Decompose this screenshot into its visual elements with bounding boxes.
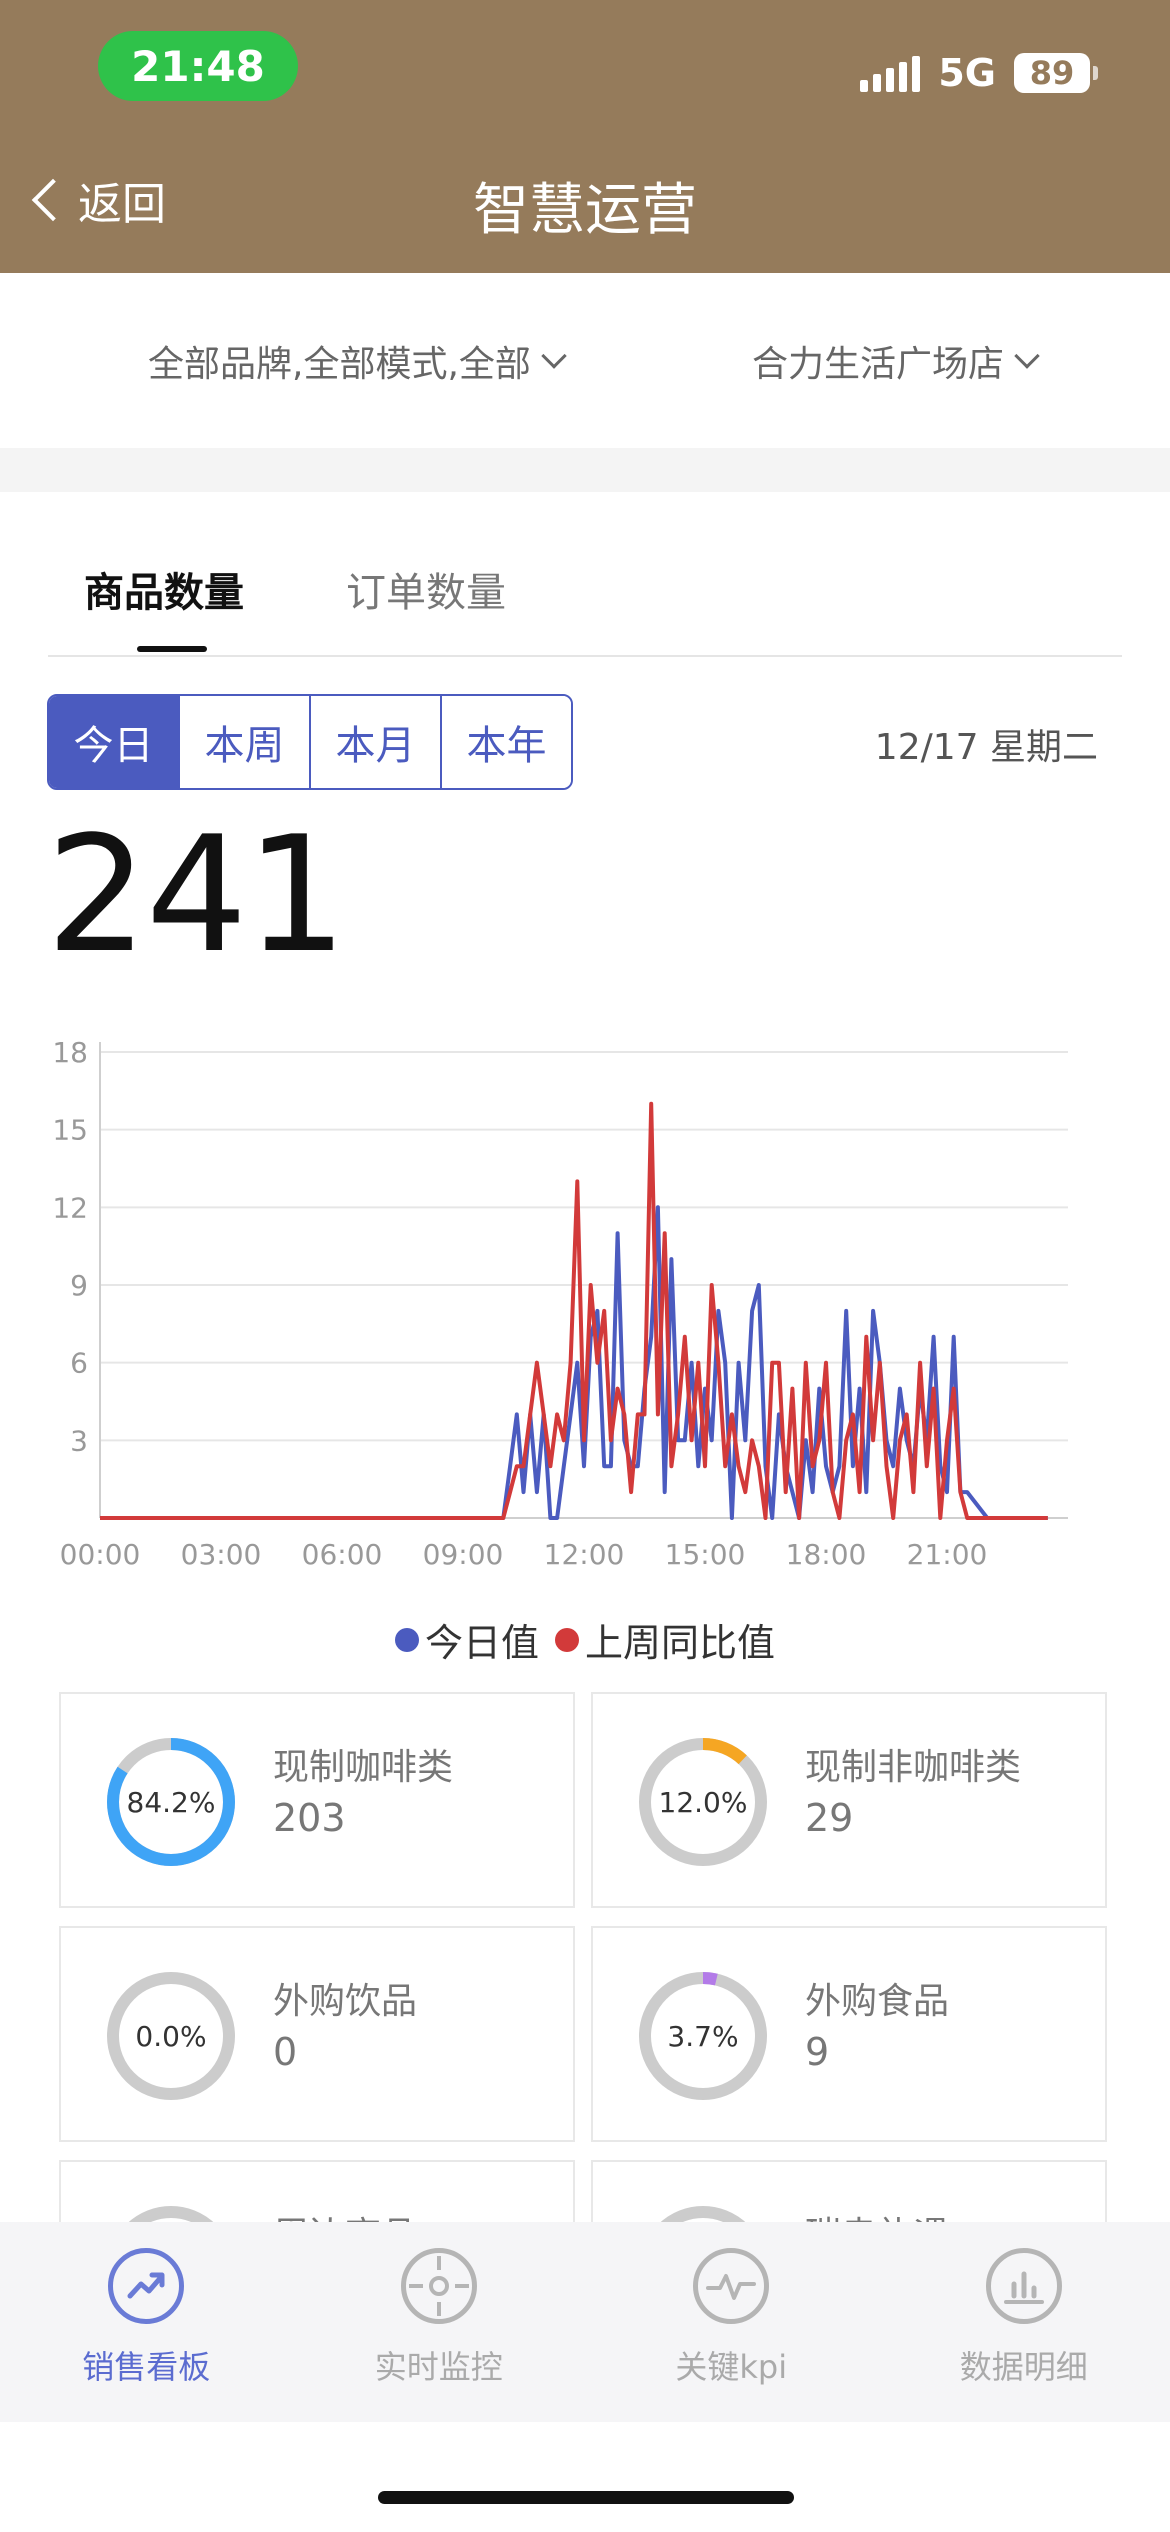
x-tick-label: 06:00 [302,1538,383,1571]
period-year[interactable]: 本年 [442,696,571,788]
trend-up-icon [108,2248,185,2324]
x-tick-label: 18:00 [786,1538,867,1571]
period-selector: 今日 本周 本月 本年 [47,694,573,790]
legend-item-last-week[interactable]: 上周同比值 [555,1612,775,1667]
nav-realtime-monitor[interactable]: 实时监控 [293,2222,586,2422]
pulse-icon [693,2248,770,2324]
legend-label-last-week: 上周同比值 [585,1621,776,1665]
percent-label: 84.2% [126,1785,216,1819]
signal-icon [860,54,921,92]
category-value: 9 [805,2030,830,2074]
target-icon [400,2248,477,2324]
period-today[interactable]: 今日 [49,696,180,788]
x-tick-label: 15:00 [665,1538,746,1571]
home-indicator [378,2491,794,2504]
percent-ring [107,1738,235,1866]
legend-label-today: 今日值 [424,1621,539,1665]
chevron-down-icon [541,343,567,369]
ring-progress [107,1738,235,1866]
category-card[interactable]: 84.2% 现制咖啡类 203 [59,1692,575,1908]
y-tick-label: 3 [70,1424,88,1457]
category-name: 外购食品 [805,1981,950,2022]
ring-progress [639,1738,767,1866]
hourly-line-chart: 3 6 9 12 15 18 00:00 03:00 06:00 09:00 12:00 15:00 1… [52,1036,1068,1571]
battery-level: 89 [1029,54,1075,92]
status-indicators: 5G 89 [860,48,1098,98]
category-value: 203 [273,1796,346,1840]
nav-label: 实时监控 [374,2348,503,2386]
ring-progress [639,1972,767,2100]
filter-bar: 全部品牌,全部模式,全部 合力生活广场店 [0,273,1170,448]
status-time: 21:48 [98,31,298,101]
chart-legend: 今日值 上周同比值 [0,1612,1170,1667]
back-label: 返回 [78,179,166,230]
nav-sales-dashboard[interactable]: 销售看板 [0,2222,293,2422]
category-value: 29 [805,1796,854,1840]
percent-label: 0.0% [135,2019,207,2053]
nav-label: 销售看板 [82,2348,211,2386]
y-tick-label: 18 [52,1036,88,1069]
y-tick-label: 9 [70,1269,88,1302]
nav-data-detail[interactable]: 数据明细 [878,2222,1170,2422]
category-name: 现制咖啡类 [273,1747,454,1788]
back-button[interactable]: 返回 [28,168,166,232]
brand-mode-filter[interactable]: 全部品牌,全部模式,全部 [148,335,567,387]
store-filter-label: 合力生活广场店 [752,344,1005,385]
percent-label: 3.7% [667,2019,739,2053]
legend-dot-today [394,1627,419,1652]
store-filter[interactable]: 合力生活广场店 [752,335,1040,387]
current-date: 12/17 星期二 [874,727,1098,768]
x-tick-label: 12:00 [544,1538,625,1571]
network-type: 5G [938,51,996,95]
percent-ring [639,1972,767,2100]
brand-mode-filter-label: 全部品牌,全部模式,全部 [148,344,531,385]
y-tick-label: 15 [52,1114,88,1147]
y-tick-label: 6 [70,1347,88,1380]
bottom-tab-bar: 销售看板 实时监控 关键kpi 数据明细 [0,2222,1170,2422]
period-week[interactable]: 本周 [180,696,311,788]
chevron-down-icon [1014,343,1040,369]
tab-product-count[interactable]: 商品数量 [84,570,244,616]
x-tick-label: 09:00 [423,1538,504,1571]
tab-underline [48,655,1122,657]
active-tab-indicator [137,646,207,652]
section-divider [0,448,1170,492]
legend-dot-last-week [555,1627,579,1652]
category-value: 0 [273,2030,298,2074]
period-month[interactable]: 本月 [311,696,442,788]
x-tick-label: 03:00 [181,1538,262,1571]
y-tick-label: 12 [52,1191,88,1224]
x-tick-label: 21:00 [907,1538,988,1571]
x-tick-label: 00:00 [60,1538,141,1571]
nav-label: 关键kpi [675,2348,788,2386]
percent-ring [107,1972,235,2100]
bar-chart-icon [985,2248,1062,2324]
battery-icon: 89 [1014,53,1098,93]
app-header: 21:48 5G 89 返回 智慧运营 [0,0,1170,273]
percent-label: 12.0% [658,1785,748,1819]
category-name: 现制非咖啡类 [805,1747,1022,1788]
percent-ring [639,1738,767,1866]
ring-track [107,1972,235,2100]
tab-order-count[interactable]: 订单数量 [346,570,506,616]
series-line-last-week [100,1101,1048,1520]
category-card[interactable]: 0.0% 外购饮品 0 [59,1926,575,2142]
category-card[interactable]: 3.7% 外购食品 9 [591,1926,1107,2142]
legend-item-today[interactable]: 今日值 [394,1612,539,1667]
category-name: 外购饮品 [273,1981,418,2022]
nav-label: 数据明细 [959,2348,1088,2386]
nav-key-kpi[interactable]: 关键kpi [585,2222,878,2422]
page-title: 智慧运营 [473,178,697,243]
category-card[interactable]: 12.0% 现制非咖啡类 29 [591,1692,1107,1908]
total-product-count: 241 [46,801,347,988]
